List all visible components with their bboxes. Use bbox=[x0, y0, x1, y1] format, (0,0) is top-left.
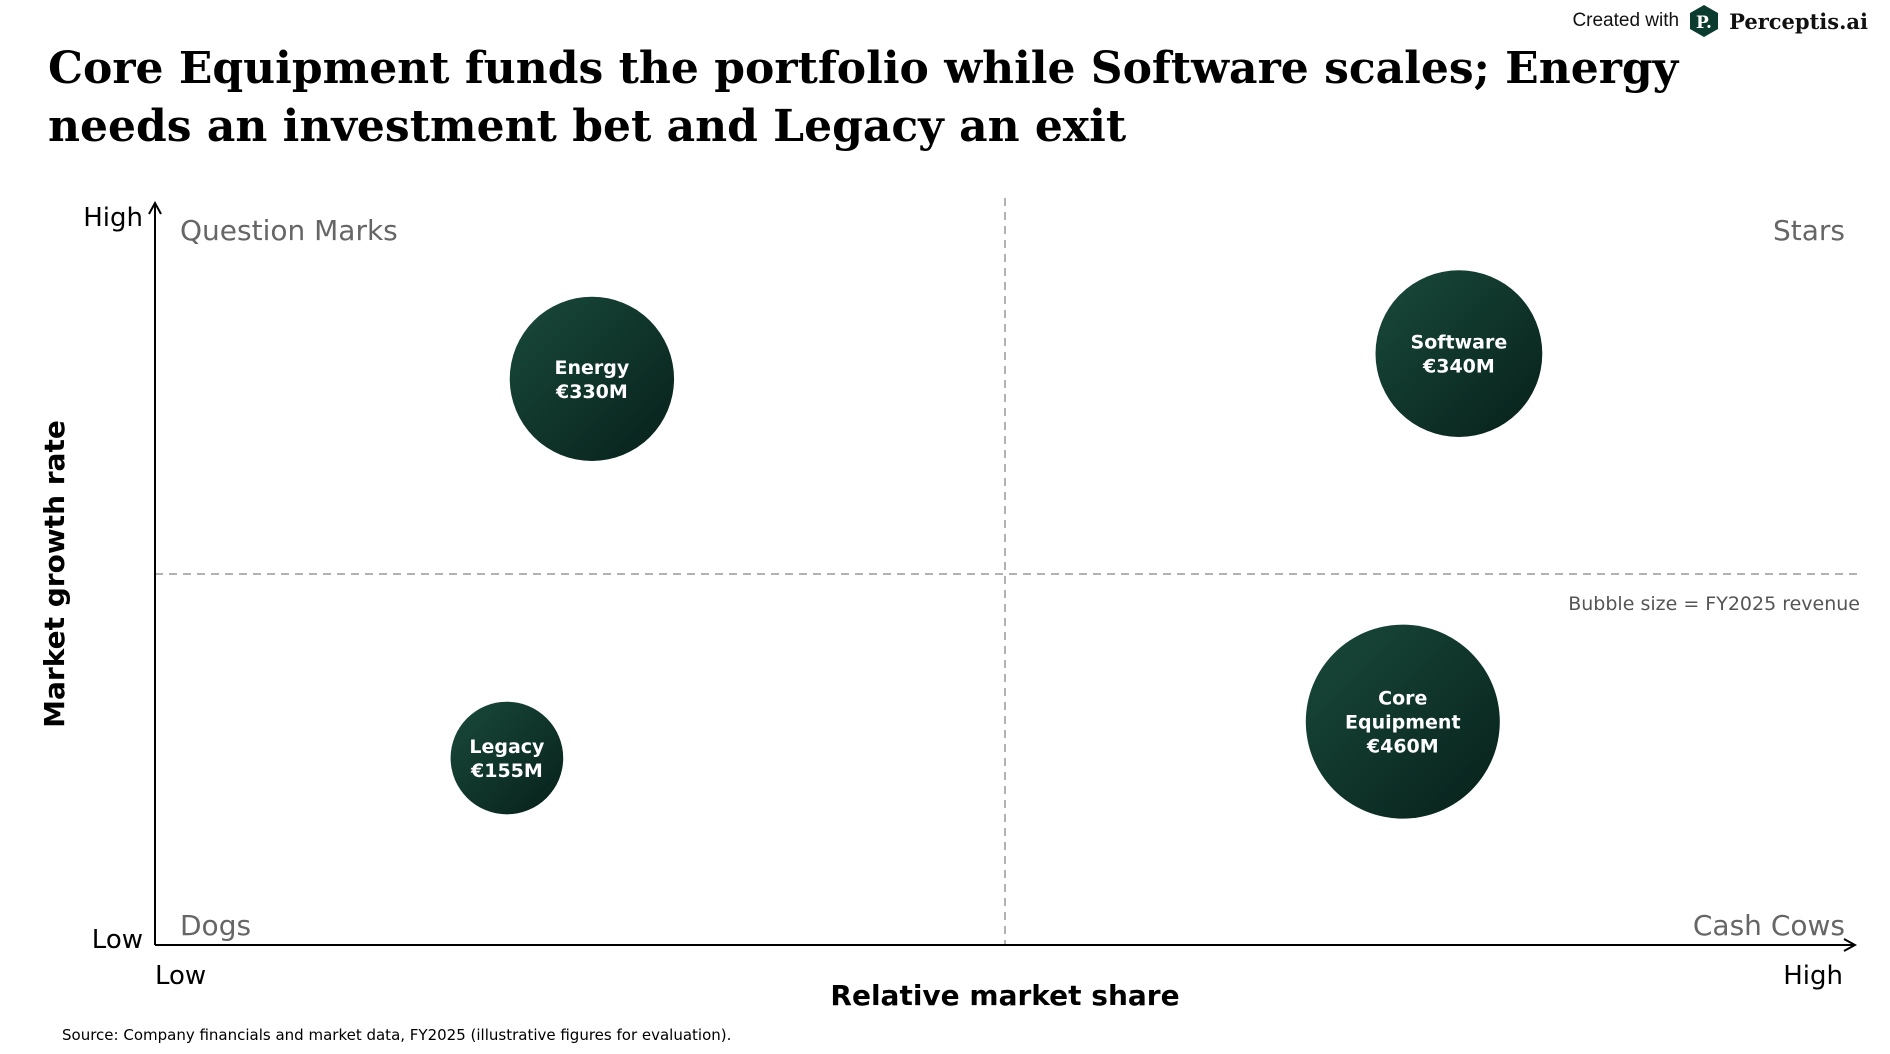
bubble-legacy: Legacy€155M bbox=[450, 701, 564, 815]
bubble-energy: Energy€330M bbox=[509, 296, 675, 462]
bubble-label: Software bbox=[1411, 332, 1508, 354]
brand-badge: Created with P. Perceptis.ai bbox=[1572, 0, 1868, 42]
source-note: Source: Company financials and market da… bbox=[62, 1026, 732, 1044]
bubble-label: Equipment bbox=[1345, 712, 1461, 734]
y-tick-low: Low bbox=[92, 925, 143, 955]
bubble-label: €340M bbox=[1422, 356, 1495, 378]
x-tick-high: High bbox=[1783, 961, 1843, 991]
bubble-circle bbox=[509, 296, 675, 462]
perceptis-logo-icon: P. bbox=[1690, 5, 1719, 37]
bubble-label: €460M bbox=[1366, 736, 1439, 758]
bubble-circle bbox=[450, 701, 564, 815]
page-title: Core Equipment funds the portfolio while… bbox=[48, 43, 1679, 152]
quadrant-label-cash-cows: Cash Cows bbox=[1693, 909, 1845, 942]
bubble-software: Software€340M bbox=[1375, 270, 1543, 438]
quadrant-label-stars: Stars bbox=[1773, 214, 1845, 247]
brand-name: Perceptis.ai bbox=[1729, 8, 1868, 34]
bubble-size-note: Bubble size = FY2025 revenue bbox=[1568, 593, 1860, 615]
bubble-label: Energy bbox=[555, 357, 630, 379]
x-tick-low: Low bbox=[155, 961, 206, 991]
bubble-circle bbox=[1375, 270, 1543, 438]
bubble-layer: Energy€330M Software€340M CoreEquipment€46… bbox=[450, 270, 1543, 819]
x-axis-label: Relative market share bbox=[830, 979, 1179, 1012]
y-axis-label: Market growth rate bbox=[38, 420, 71, 728]
bubble-label: €155M bbox=[470, 760, 543, 782]
bubble-circle bbox=[1305, 624, 1500, 819]
quadrant-label-question-marks: Question Marks bbox=[180, 214, 398, 247]
bubble-label: €330M bbox=[555, 381, 628, 403]
bubble-label: Legacy bbox=[469, 736, 545, 758]
logo-letter: P. bbox=[1696, 13, 1712, 33]
brand-prefix: Created with bbox=[1572, 10, 1680, 31]
quadrant-label-dogs: Dogs bbox=[180, 909, 251, 942]
bubble-label: Core bbox=[1378, 688, 1427, 710]
y-tick-high: High bbox=[83, 203, 143, 233]
